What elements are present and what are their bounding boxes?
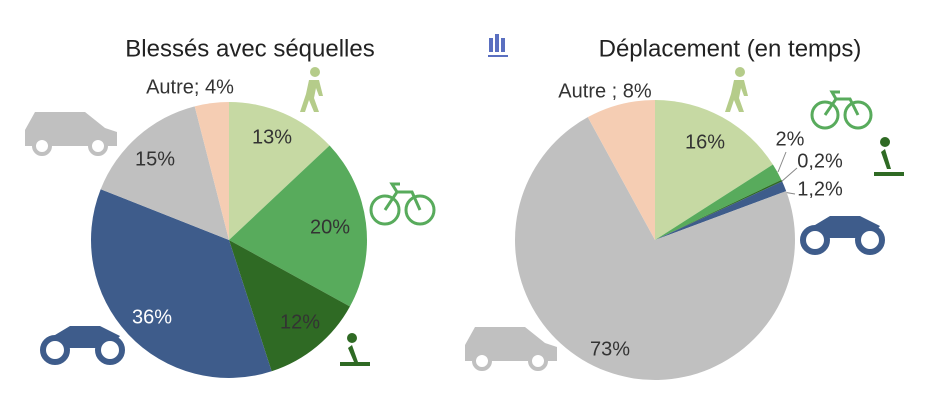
- chart-title: Blessés avec séquelles: [125, 35, 374, 62]
- pie-slice: [514, 117, 795, 381]
- pie-slice: [655, 179, 783, 240]
- pie-slice: [100, 106, 229, 240]
- bike-icon: [369, 182, 436, 226]
- data-label: 20%: [310, 216, 350, 238]
- pie-slice: [229, 240, 350, 372]
- data-label: 16%: [685, 131, 725, 153]
- pie-slice: [194, 102, 229, 240]
- pie-slice: [90, 189, 272, 378]
- pedestrian-icon: [725, 67, 748, 112]
- scooter-icon: [874, 137, 904, 176]
- data-label: 0,2%: [797, 150, 843, 172]
- pie-slice: [655, 164, 782, 240]
- data-label: Autre; 4%: [146, 76, 234, 98]
- pedestrian-icon: [300, 67, 323, 112]
- data-label: 2%: [776, 128, 805, 150]
- bike-icon: [810, 90, 873, 130]
- scooter-icon: [340, 333, 370, 366]
- pie-slice: [587, 100, 655, 240]
- data-label: 36%: [132, 306, 172, 328]
- pie-slice: [655, 100, 773, 240]
- data-label: 13%: [252, 126, 292, 148]
- car-icon: [465, 327, 557, 371]
- data-label: Autre ; 8%: [558, 80, 652, 102]
- pie-slice: [655, 181, 787, 240]
- pie-slice: [229, 102, 330, 240]
- data-label: 12%: [280, 311, 320, 333]
- car-icon: [25, 112, 117, 156]
- data-label: 73%: [590, 338, 630, 360]
- data-label: 15%: [135, 148, 175, 170]
- logo: [488, 34, 508, 57]
- motorcycle-icon: [40, 326, 125, 365]
- motorcycle-icon: [800, 216, 885, 255]
- chart-title: Déplacement (en temps): [599, 35, 862, 62]
- data-label: 1,2%: [797, 178, 843, 200]
- pie-slice: [229, 145, 367, 307]
